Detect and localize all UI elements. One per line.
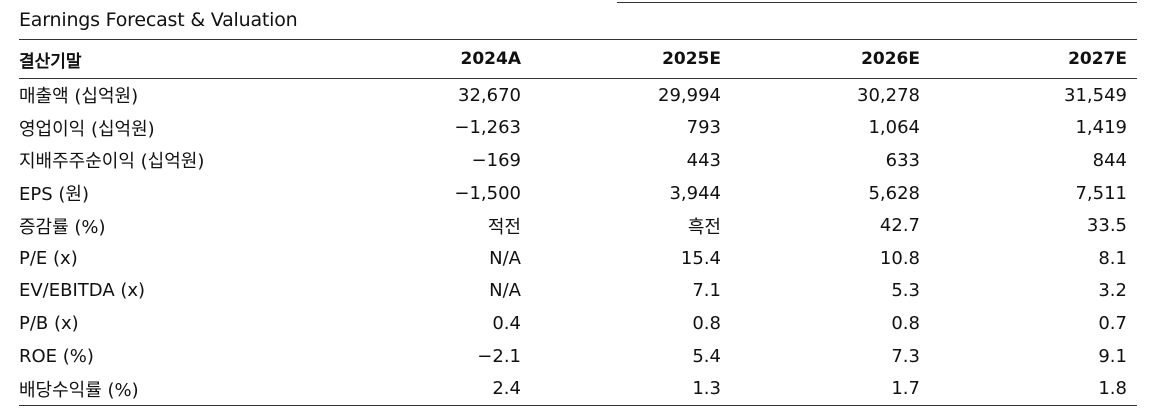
table-cell: 적전: [487, 216, 521, 238]
top-divider: [617, 2, 1137, 3]
table-cell: 33.5: [1086, 215, 1127, 237]
table-cell: 0.7: [1098, 312, 1127, 334]
table-cell: 31,549: [1064, 84, 1127, 106]
table-cell: 2.4: [492, 378, 521, 400]
table-cell: 1,419: [1075, 117, 1127, 139]
row-label: 지배주주순이익 (십억원): [19, 151, 205, 173]
row-label: EV/EBITDA (x): [19, 280, 146, 302]
table-cell: 30,278: [857, 84, 920, 106]
table-cell: 5.4: [692, 345, 721, 367]
table-cell: 0.8: [891, 312, 920, 334]
row-label: P/B (x): [19, 312, 79, 334]
table-cell: 1,064: [868, 117, 920, 139]
row-label: P/E (x): [19, 247, 78, 269]
table-cell: N/A: [489, 247, 521, 269]
table-title: Earnings Forecast & Valuation: [19, 9, 298, 31]
table-cell: 7.1: [692, 280, 721, 302]
table-cell: 32,670: [458, 84, 521, 106]
table-row: 증감률 (%) 적전 흑전 42.7 33.5: [19, 209, 1137, 242]
table-cell: N/A: [489, 280, 521, 302]
table-cell: −169: [471, 149, 521, 171]
table-row: P/B (x) 0.4 0.8 0.8 0.7: [19, 307, 1137, 340]
table-cell: 633: [885, 149, 920, 171]
table-row: 매출액 (십억원) 32,670 29,994 30,278 31,549: [19, 79, 1137, 112]
table-cell: 1.3: [692, 378, 721, 400]
table-cell: −1,500: [454, 182, 521, 204]
header-2024a: 2024A: [460, 49, 521, 69]
row-label: 증감률 (%): [19, 216, 106, 238]
table-row: EV/EBITDA (x) N/A 7.1 5.3 3.2: [19, 275, 1137, 308]
row-label: ROE (%): [19, 345, 94, 367]
table-cell: 29,994: [658, 84, 721, 106]
table-cell: 0.8: [692, 312, 721, 334]
header-row: 결산기말 2024A 2025E 2026E 2027E: [19, 39, 1137, 79]
table-cell: 5.3: [891, 280, 920, 302]
table-cell: 3.2: [1098, 280, 1127, 302]
table-cell: −1,263: [454, 117, 521, 139]
table-row: 영업이익 (십억원) −1,263 793 1,064 1,419: [19, 112, 1137, 145]
table-row: 배당수익률 (%) 2.4 1.3 1.7 1.8: [19, 372, 1137, 406]
row-label: 영업이익 (십억원): [19, 118, 155, 140]
table-cell: 1.7: [891, 378, 920, 400]
table-cell: 8.1: [1098, 247, 1127, 269]
table-cell: 5,628: [868, 182, 920, 204]
table-cell: 844: [1092, 149, 1127, 171]
table-cell: 443: [686, 149, 721, 171]
table-row: EPS (원) −1,500 3,944 5,628 7,511: [19, 177, 1137, 210]
table-cell: 3,944: [669, 182, 721, 204]
header-2026e: 2026E: [861, 49, 920, 69]
table-cell: 1.8: [1098, 378, 1127, 400]
header-fiscal-year-end: 결산기말: [19, 51, 82, 72]
row-label: 매출액 (십억원): [19, 86, 139, 108]
table-row: P/E (x) N/A 15.4 10.8 8.1: [19, 242, 1137, 275]
table-cell: 0.4: [492, 312, 521, 334]
header-2025e: 2025E: [662, 49, 721, 69]
table-cell: 42.7: [879, 215, 920, 237]
table-row: ROE (%) −2.1 5.4 7.3 9.1: [19, 340, 1137, 373]
table-cell: 7,511: [1075, 182, 1127, 204]
table-cell: 9.1: [1098, 345, 1127, 367]
earnings-forecast-table: 결산기말 2024A 2025E 2026E 2027E 매출액 (십억원) 3…: [19, 39, 1137, 406]
table-cell: 7.3: [891, 345, 920, 367]
table-cell: 흑전: [687, 216, 721, 238]
table-cell: −2.1: [477, 345, 521, 367]
table-cell: 793: [686, 117, 721, 139]
header-2027e: 2027E: [1068, 49, 1127, 69]
row-label: 배당수익률 (%): [19, 379, 139, 401]
row-label: EPS (원): [19, 184, 89, 206]
table-cell: 10.8: [879, 247, 920, 269]
table-cell: 15.4: [680, 247, 721, 269]
table-row: 지배주주순이익 (십억원) −169 443 633 844: [19, 144, 1137, 177]
